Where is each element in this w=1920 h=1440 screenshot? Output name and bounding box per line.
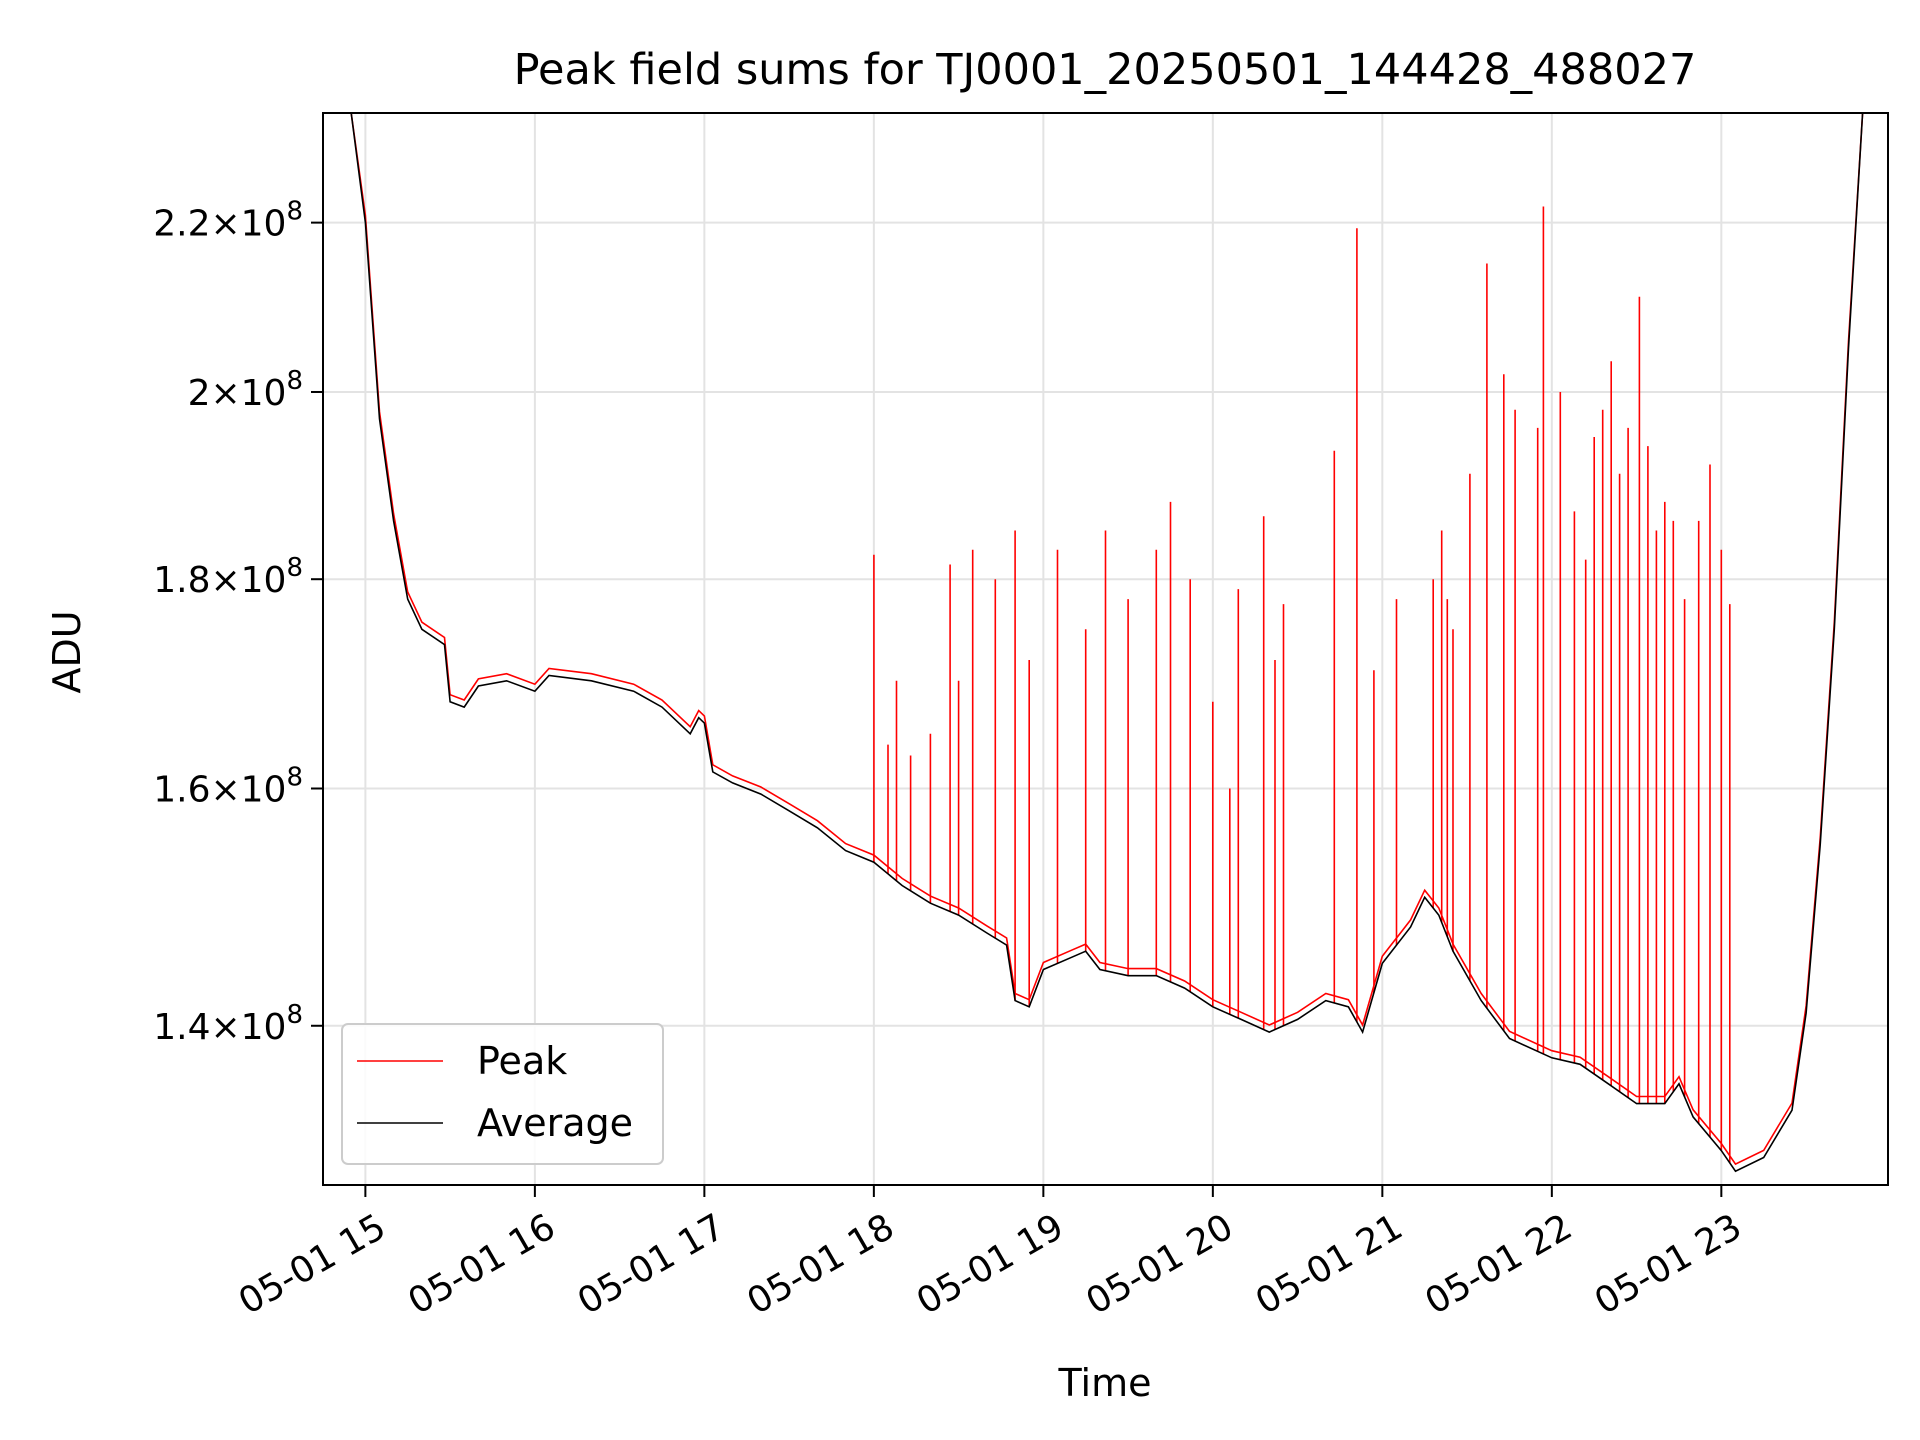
y-axis-label: ADU	[45, 610, 89, 693]
y-tick-label: 2.2×108	[153, 197, 303, 245]
y-tick-label: 2×108	[188, 366, 303, 414]
y-tick-label: 1.8×108	[153, 553, 303, 601]
series-line-peak	[350, 113, 1864, 1166]
legend: Peak Average	[341, 1023, 664, 1165]
series-line-average	[350, 113, 1864, 1173]
y-axis: 1.4×108 1.6×108 1.8×108 2×108 2.2×108	[153, 197, 323, 1048]
series-layer	[350, 113, 1864, 1173]
y-tick-label: 1.4×108	[153, 1000, 303, 1048]
legend-box	[341, 1023, 664, 1165]
legend-peak-label: Peak	[477, 1039, 567, 1083]
y-tick-label: 1.6×108	[153, 762, 303, 810]
chart-title: Peak field sums for TJ0001_20250501_1444…	[514, 45, 1697, 95]
plot-frame	[322, 112, 1889, 1186]
legend-average-label: Average	[477, 1101, 633, 1145]
x-axis-label: Time	[1058, 1361, 1152, 1405]
